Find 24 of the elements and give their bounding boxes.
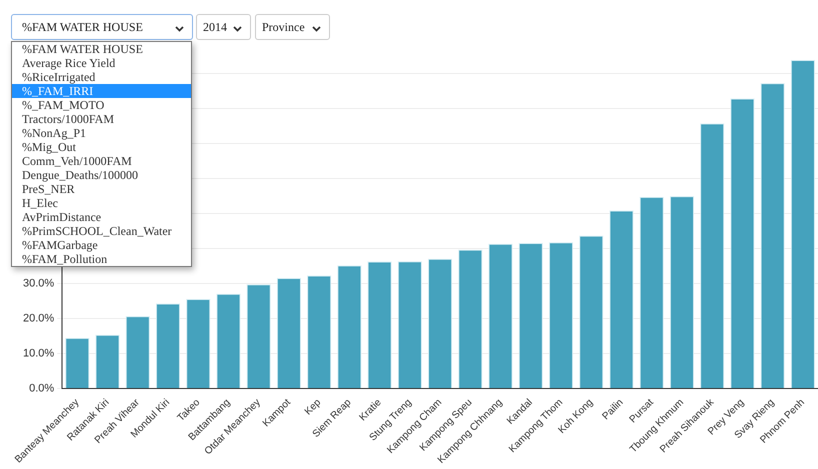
annotation: %_FAM_IRRI bbox=[12, 84, 191, 98]
y-tick-label: 30.0% bbox=[22, 278, 54, 290]
annotation: %FAMGarbage bbox=[21, 238, 99, 252]
text: %FAM WATER HOUSE bbox=[22, 42, 143, 56]
annotation: Average Rice Yield bbox=[21, 56, 116, 70]
select-field: Province bbox=[255, 14, 330, 40]
annotation: AvPrimDistance bbox=[21, 210, 102, 224]
annotation: %Mig_Out bbox=[21, 140, 77, 154]
annotation: Dengue_Deaths/100000 bbox=[21, 168, 139, 182]
y-tick-label: 20.0% bbox=[22, 312, 54, 325]
annotation: %PrimSCHOOL_Clean_Water bbox=[21, 224, 173, 238]
y-tick-label: 10.0% bbox=[22, 348, 54, 360]
text: H_Elec bbox=[22, 196, 58, 210]
select-field: 2014 bbox=[196, 14, 251, 40]
annotation: %NonAg_P1 bbox=[21, 126, 88, 140]
annotation: %FAM_Pollution bbox=[21, 252, 108, 266]
x-tick-label: Kep bbox=[302, 396, 324, 418]
annotation: Comm_Veh/1000FAM bbox=[21, 154, 133, 168]
annotation: %_FAM_MOTO bbox=[21, 98, 106, 112]
select-field: %FAM WATER HOUSE bbox=[11, 14, 193, 40]
annotation: PreS_NER bbox=[21, 182, 76, 196]
y-tick-label: 0.0% bbox=[29, 382, 54, 395]
annotation: Tractors/1000FAM bbox=[21, 112, 116, 126]
annotation: %RiceIrrigated bbox=[21, 70, 96, 84]
